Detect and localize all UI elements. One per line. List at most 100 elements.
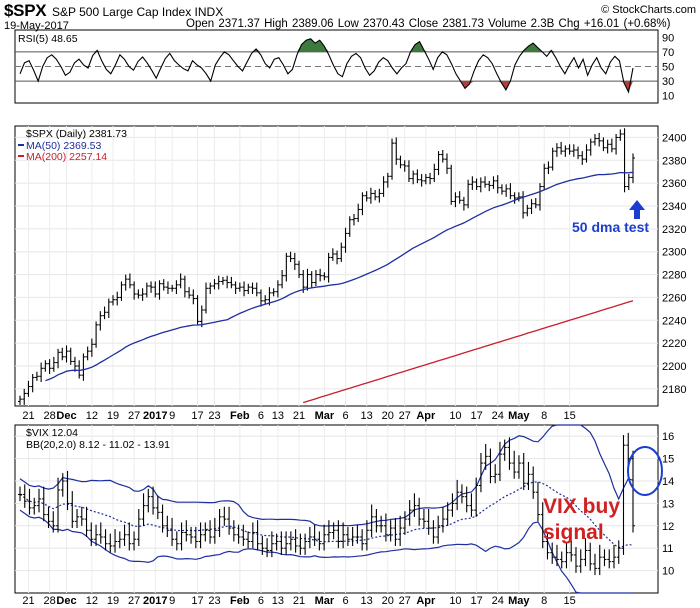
date-tick-label: 2017 (143, 410, 167, 422)
date-tick-label: Mar (315, 410, 335, 422)
rsi-tick-label: 30 (662, 76, 674, 88)
vix-tick-label: 11 (662, 543, 673, 555)
date-tick-label: 6 (258, 410, 264, 422)
ma200-line (303, 300, 634, 404)
date-tick-label: 12 (86, 595, 98, 607)
vix-buy-annotation-line1: VIX buy (543, 495, 620, 518)
date-tick-label: 10 (449, 595, 461, 607)
date-tick-label: 27 (399, 595, 411, 607)
date-tick-label: 10 (449, 410, 461, 422)
up-arrow-icon (629, 200, 645, 219)
rsi-tick-label: 50 (662, 62, 674, 74)
date-tick-label: 6 (258, 595, 264, 607)
date-tick-label: 21 (293, 410, 305, 422)
price-tick-label: 2220 (662, 338, 686, 350)
price-tick-label: 2360 (662, 178, 686, 190)
date-tick-label: 17 (191, 595, 203, 607)
vix-legend: $VIX 12.04 (26, 427, 78, 439)
bb-middle-band (19, 481, 634, 549)
date-tick-label: 15 (563, 595, 575, 607)
price-tick-label: 2380 (662, 155, 686, 167)
price-tick-label: 2260 (662, 292, 686, 304)
date-tick-label: 17 (470, 595, 482, 607)
ma50-swatch (18, 144, 24, 146)
date-tick-label: 19 (107, 410, 119, 422)
date-tick-label: 13 (272, 410, 284, 422)
date-tick-label: 8 (541, 410, 547, 422)
vix-tick-label: 12 (662, 521, 674, 533)
date-tick-label: Apr (416, 595, 436, 607)
rsi-legend: RSI(5) 48.65 (18, 33, 78, 45)
vix-tick-label: 16 (662, 431, 674, 443)
grid-lines (15, 51, 658, 593)
date-tick-label: 23 (208, 410, 220, 422)
ma200-swatch (18, 155, 24, 157)
rsi-tick-label: 70 (662, 47, 674, 59)
vix-tick-label: 15 (662, 454, 674, 466)
date-tick-label: 9 (169, 410, 175, 422)
rsi-series (19, 38, 634, 94)
date-tick-label: Dec (56, 595, 76, 607)
date-tick-label: 24 (492, 410, 504, 422)
date-tick-label: 27 (128, 410, 140, 422)
dma-test-annotation: 50 dma test (572, 219, 649, 235)
vix-tick-label: 10 (662, 566, 674, 578)
stockcharts-logo: © StockCharts.com (601, 4, 696, 16)
price-series (18, 128, 635, 405)
date-tick-label: Apr (416, 410, 436, 422)
vix-series (18, 424, 635, 594)
date-tick-label: 24 (492, 595, 504, 607)
date-tick-label: 8 (541, 595, 547, 607)
vix-panel (14, 424, 659, 594)
date-tick-label: May (508, 410, 530, 422)
date-tick-label: 21 (293, 595, 305, 607)
price-tick-label: 2240 (662, 315, 686, 327)
price-tick-label: 2320 (662, 224, 686, 236)
vix-tick-label: 14 (662, 476, 674, 488)
vix-spike-highlight (627, 446, 663, 496)
date-tick-label: 12 (86, 410, 98, 422)
spx-legend: $SPX (Daily) 2381.73 (26, 128, 127, 140)
price-tick-label: 2340 (662, 201, 686, 213)
bb-legend: BB(20,2.0) 8.12 - 11.02 - 13.91 (26, 439, 170, 451)
rsi-oversold-fill (20, 81, 633, 92)
date-tick-label: 13 (361, 410, 373, 422)
date-tick-label: 17 (191, 410, 203, 422)
date-tick-label: Mar (315, 595, 335, 607)
date-tick-label: 27 (128, 595, 140, 607)
date-tick-label: 28 (43, 410, 55, 422)
axis-labels: 2180220022202240226022802300232023402360… (22, 32, 686, 607)
date-tick-label: Feb (230, 595, 250, 607)
date-tick-label: 2017 (143, 595, 167, 607)
rsi-tick-label: 10 (662, 91, 674, 103)
date-tick-label: 21 (22, 595, 34, 607)
ma50-legend: MA(50) 2369.53 (26, 140, 101, 152)
date-tick-label: 27 (399, 410, 411, 422)
vix-buy-annotation-line2: signal (543, 521, 604, 544)
price-tick-label: 2400 (662, 132, 686, 144)
rsi-line (19, 38, 634, 94)
date-tick-label: 19 (107, 595, 119, 607)
date-tick-label: 17 (470, 410, 482, 422)
date-tick-label: May (508, 595, 530, 607)
price-panel (14, 125, 659, 407)
rsi-tick-label: 90 (662, 32, 674, 44)
chart-date: 19-May-2017 (4, 20, 69, 32)
date-tick-label: 6 (342, 595, 348, 607)
price-tick-label: 2280 (662, 270, 686, 282)
bb-upper-band (19, 424, 634, 527)
chart-symbol: $SPX (4, 1, 47, 20)
date-tick-label: 21 (22, 410, 34, 422)
bb-lower-band (19, 509, 633, 594)
ohlc-readout: Open 2371.37 High 2389.06 Low 2370.43 Cl… (186, 18, 671, 30)
date-tick-label: 23 (208, 595, 220, 607)
price-tick-label: 2180 (662, 384, 686, 396)
ma200-legend: MA(200) 2257.14 (26, 151, 107, 163)
date-tick-label: 13 (272, 595, 284, 607)
date-tick-label: 20 (382, 410, 394, 422)
chart-subtitle: S&P 500 Large Cap Index INDX (52, 5, 224, 19)
price-tick-label: 2300 (662, 247, 686, 259)
date-tick-label: Feb (230, 410, 250, 422)
date-tick-label: 28 (43, 595, 55, 607)
